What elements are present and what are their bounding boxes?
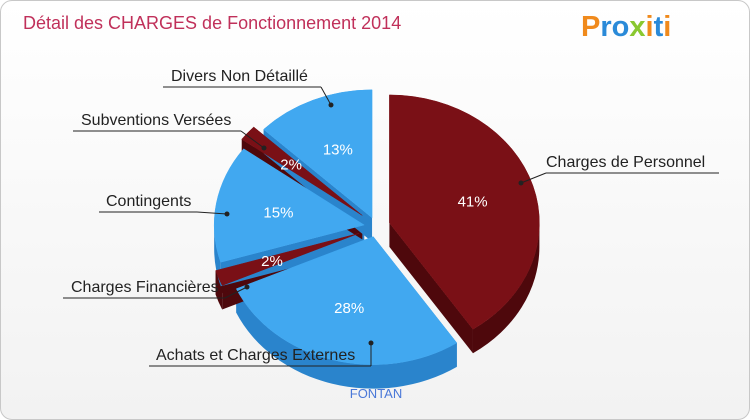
slice-percent-label: 15% <box>263 204 293 221</box>
leader-arrow <box>224 211 230 217</box>
leader-arrow <box>244 284 250 290</box>
leader-line <box>224 286 248 299</box>
category-label: Subventions Versées <box>81 112 231 129</box>
pie-slice-charges-de-personnel <box>389 94 540 330</box>
category-label-group: Achats et Charges Externes <box>149 340 374 367</box>
category-label: Divers Non Détaillé <box>171 68 308 85</box>
pie-slice-charges-financi-res <box>215 233 360 286</box>
category-label-group: Charges Financières <box>63 279 250 299</box>
leader-arrow <box>368 340 374 346</box>
leader-line <box>520 172 547 184</box>
slice-percent-label: 13% <box>323 142 353 159</box>
leader-arrow <box>328 102 334 108</box>
slice-percent-label: 28% <box>334 300 364 317</box>
category-label: Contingents <box>106 193 191 210</box>
slice-outer-wall <box>472 222 540 354</box>
category-label-group: Divers Non Détaillé <box>163 68 334 108</box>
proxiti-logo: Proxiti <box>581 11 671 43</box>
category-label: Charges de Personnel <box>546 154 705 171</box>
chart-title: Détail des CHARGES de Fonctionnement 201… <box>23 13 402 33</box>
slice-radial-wall <box>389 222 473 354</box>
commune-name: FONTAN <box>349 386 403 401</box>
pie-slice-subventions-vers-es <box>241 126 363 216</box>
slice-percent-label: 41% <box>458 193 488 210</box>
slice-outer-wall <box>236 288 457 389</box>
pie-slice-achats-et-charges-externes <box>235 236 458 365</box>
leader-arrow <box>518 180 524 186</box>
svg-text:Proxiti: Proxiti <box>581 11 671 43</box>
category-label: Charges Financières <box>71 279 219 296</box>
slice-side <box>389 222 540 354</box>
category-label-group: Charges de Personnel <box>518 154 719 186</box>
leader-arrow <box>261 145 267 151</box>
leader-line <box>196 211 228 215</box>
category-label-group: Contingents <box>99 193 230 217</box>
slice-percent-label: 2% <box>261 253 283 270</box>
leader-line <box>240 130 265 149</box>
pie-slice-contingents <box>213 148 365 263</box>
pie-slice-divers-non-d-taill- <box>263 89 373 219</box>
slice-percent-label: 2% <box>280 156 302 173</box>
category-label: Achats et Charges Externes <box>156 347 355 364</box>
leader-line <box>320 86 332 106</box>
category-label-group: Subventions Versées <box>73 112 267 151</box>
